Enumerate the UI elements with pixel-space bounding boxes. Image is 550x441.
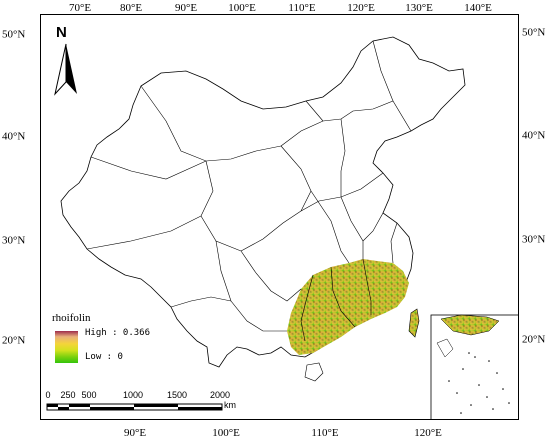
north-arrow-icon: [54, 43, 77, 96]
map-frame: [40, 14, 519, 420]
scale-label: 1000: [122, 390, 144, 400]
legend-title: rhoifolin: [52, 312, 91, 324]
lat-tick-left: 50°N: [2, 28, 26, 41]
lon-tick-top: 90°E: [174, 2, 198, 14]
scale-label: 500: [81, 390, 97, 400]
suitability-area: [287, 259, 409, 355]
lat-tick-left: 30°N: [2, 234, 26, 247]
inset-map: [430, 314, 518, 419]
taiwan: [408, 308, 420, 338]
legend-color-ramp: [55, 331, 78, 363]
hainan: [304, 362, 324, 382]
legend: rhoifolin High : 0.366 Low : 0: [52, 312, 172, 363]
lon-tick-bottom: 120°E: [414, 427, 442, 439]
lon-tick-bottom: 110°E: [311, 427, 339, 439]
lon-tick-top: 110°E: [288, 2, 316, 14]
scale-bar-graphic: [46, 403, 223, 411]
scale-unit: km: [224, 400, 236, 410]
lon-tick-top: 100°E: [228, 2, 256, 14]
lat-tick-right: 30°N: [522, 233, 546, 246]
scale-label: 0: [45, 390, 51, 400]
lat-tick-left: 40°N: [2, 130, 26, 143]
lon-tick-top: 140°E: [464, 2, 492, 14]
lon-tick-top: 120°E: [347, 2, 375, 14]
lat-tick-right: 40°N: [522, 129, 546, 142]
scale-label: 1500: [166, 390, 188, 400]
scale-label: 250: [60, 390, 76, 400]
province-boundaries: [86, 40, 412, 342]
lat-tick-right: 20°N: [522, 333, 546, 346]
lat-tick-right: 50°N: [522, 26, 546, 39]
lon-tick-top: 70°E: [68, 2, 92, 14]
north-label: N: [56, 24, 67, 41]
legend-low-label: Low : 0: [85, 352, 123, 362]
lon-tick-bottom: 90°E: [123, 427, 147, 439]
lat-tick-left: 20°N: [2, 334, 26, 347]
legend-high-label: High : 0.366: [85, 328, 151, 338]
lon-tick-bottom: 100°E: [212, 427, 240, 439]
scale-label: 2000: [209, 390, 231, 400]
lon-tick-top: 130°E: [405, 2, 433, 14]
china-map: [60, 36, 518, 419]
lon-tick-top: 80°E: [119, 2, 143, 14]
